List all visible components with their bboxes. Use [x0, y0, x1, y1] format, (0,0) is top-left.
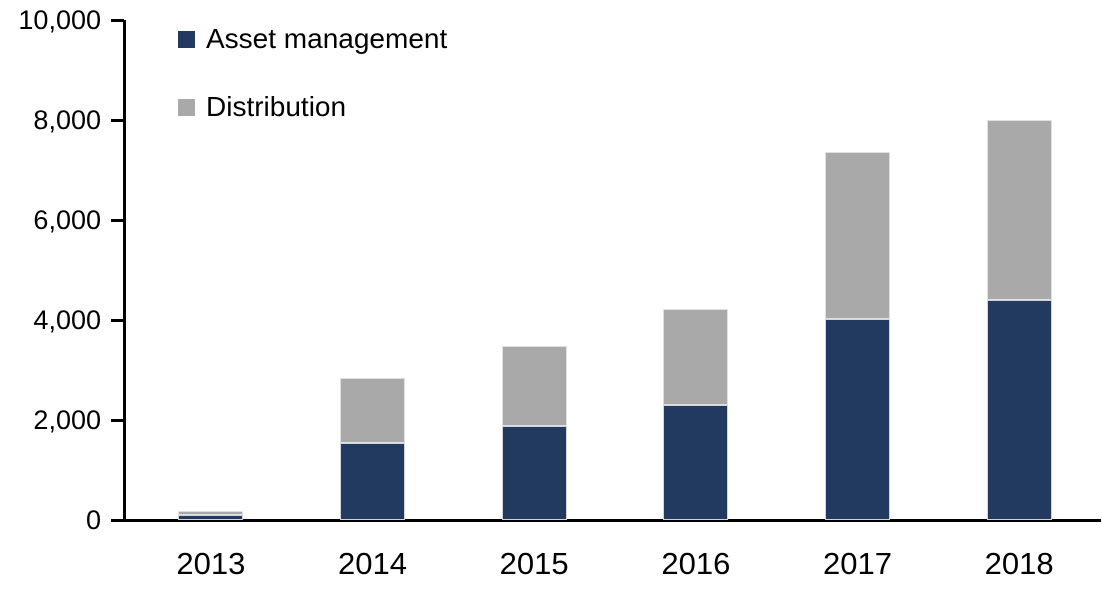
bar-segment-asset-management-2017	[825, 318, 890, 520]
bar-segment-asset-management-2018	[986, 299, 1052, 520]
x-axis-tick-label: 2013	[176, 546, 246, 581]
bar-segment-distribution-2018	[986, 120, 1052, 300]
chart-legend: Asset management Distribution	[178, 23, 447, 163]
y-axis-tick-mark	[111, 19, 124, 22]
y-axis-tick-mark	[111, 319, 124, 322]
y-axis-tick-mark	[111, 219, 124, 222]
legend-item-asset-management: Asset management	[178, 23, 447, 54]
bar-segment-distribution-2016	[663, 308, 729, 405]
bar-segment-asset-management-2013	[178, 514, 244, 520]
legend-swatch-distribution-icon	[178, 98, 195, 116]
y-axis-line	[123, 20, 126, 522]
y-axis-tick-label: 10,000	[18, 5, 101, 35]
y-axis-tick-mark	[111, 119, 124, 122]
bar-segment-asset-management-2014	[340, 443, 405, 520]
legend-swatch-asset-management-icon	[178, 30, 195, 48]
y-axis-tick-mark	[111, 419, 124, 422]
y-axis-tick-label: 8,000	[33, 105, 101, 135]
bar-segment-distribution-2014	[340, 377, 405, 443]
y-axis-tick-label: 0	[85, 505, 101, 535]
bar-segment-distribution-2015	[501, 345, 567, 426]
x-axis-tick-label: 2017	[823, 546, 892, 581]
bar-segment-asset-management-2015	[501, 426, 567, 520]
bar-segment-distribution-2013	[178, 510, 244, 515]
y-axis-tick-label: 4,000	[33, 305, 101, 335]
y-axis-tick-label: 6,000	[33, 205, 101, 235]
legend-item-distribution: Distribution	[178, 91, 447, 122]
x-axis-tick-label: 2016	[661, 546, 731, 581]
legend-label-asset-management: Asset management	[206, 23, 448, 54]
bar-segment-asset-management-2016	[663, 404, 729, 520]
bar-segment-distribution-2017	[825, 151, 890, 319]
x-axis-tick-label: 2014	[338, 546, 407, 581]
x-axis-tick-label: 2018	[984, 546, 1054, 581]
y-axis-tick-mark	[111, 519, 124, 522]
legend-label-distribution: Distribution	[206, 91, 347, 122]
y-axis-tick-label: 2,000	[33, 405, 101, 435]
x-axis-line	[123, 519, 1101, 522]
x-axis-tick-label: 2015	[499, 546, 569, 581]
